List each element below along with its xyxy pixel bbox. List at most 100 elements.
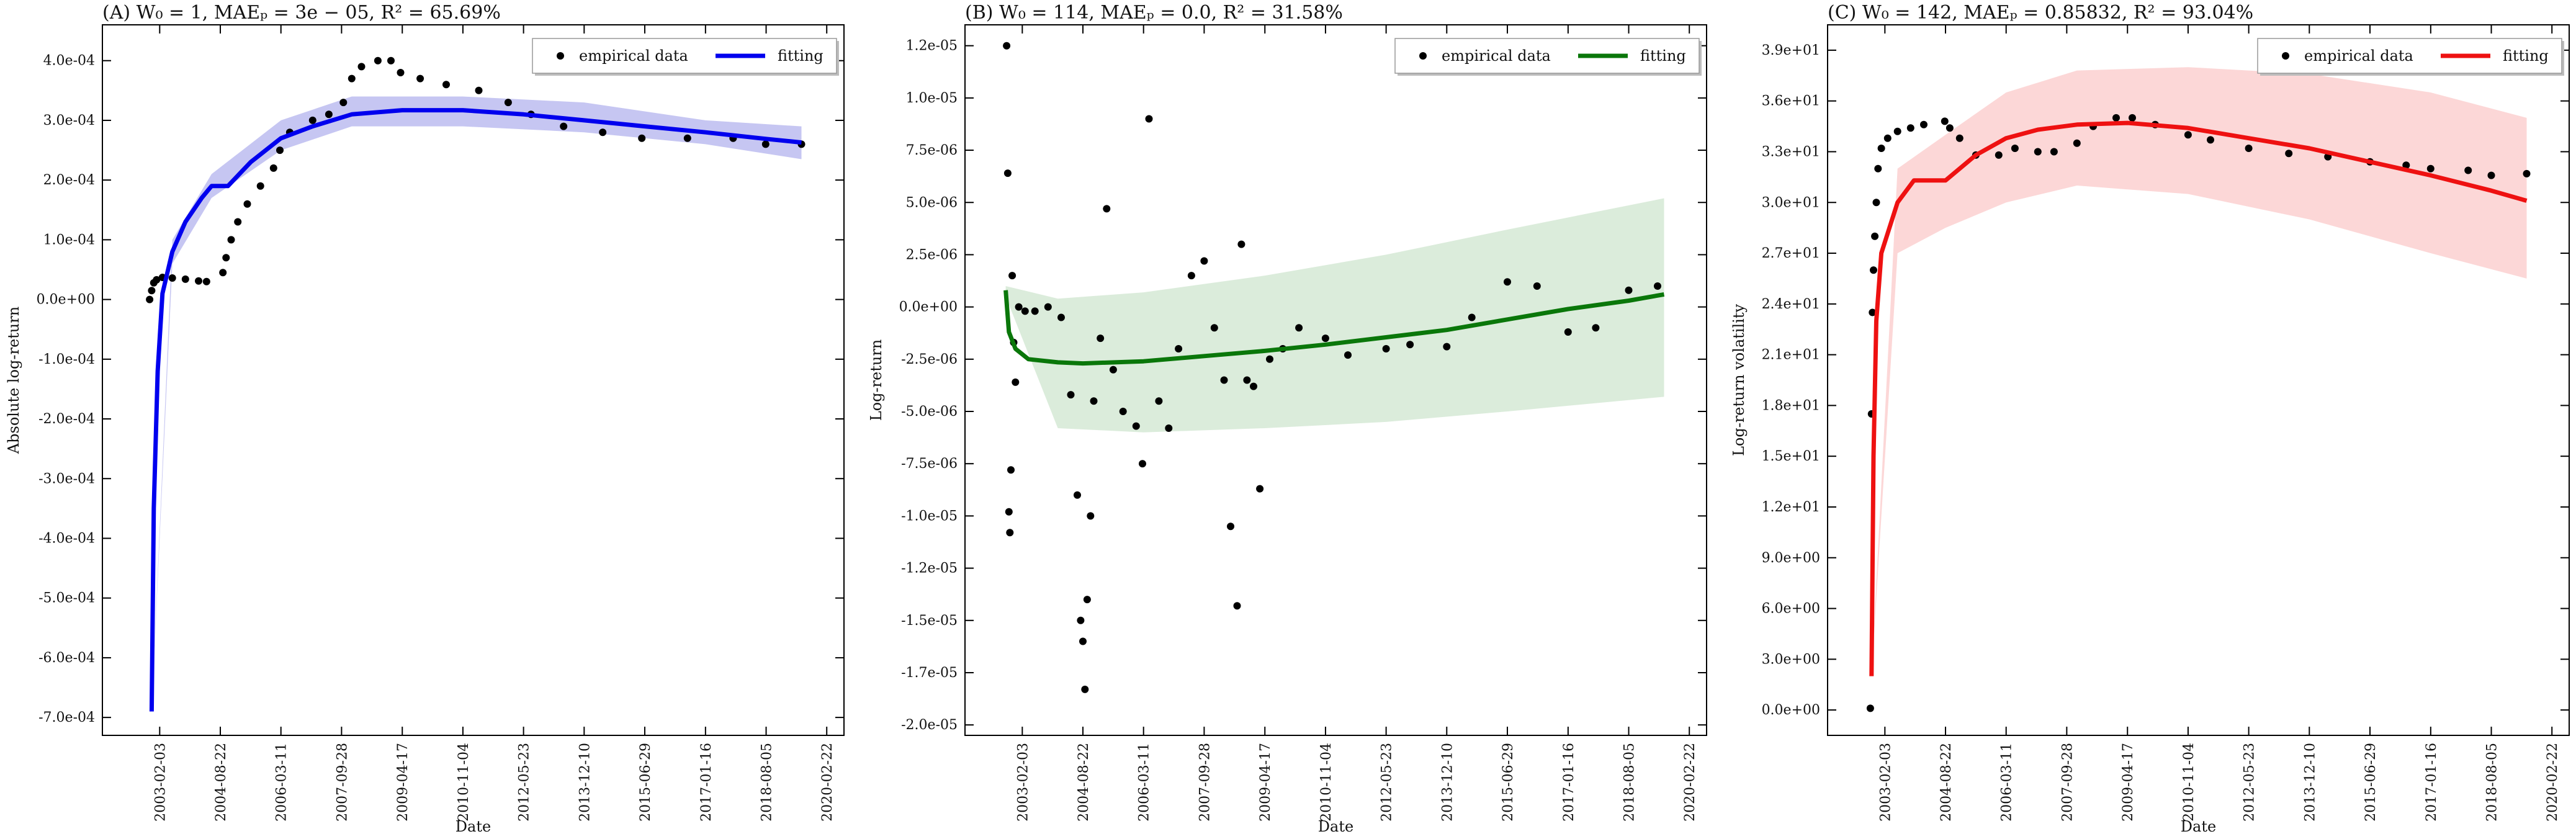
data-point — [276, 146, 284, 155]
fitting-line — [1869, 120, 2528, 676]
fitting-line — [1003, 290, 1665, 366]
y-tick-label: -5.0e-06 — [901, 404, 958, 420]
x-tick-label: 2004-08-22 — [1939, 743, 1954, 822]
x-tick-label: 2003-02-03 — [1878, 743, 1893, 822]
data-point — [1021, 307, 1029, 315]
confidence-band — [151, 96, 802, 712]
data-point — [2245, 145, 2253, 152]
data-point — [1592, 324, 1600, 332]
legend: empirical data fitting — [2257, 38, 2564, 76]
data-point — [202, 277, 210, 285]
data-point — [2285, 150, 2293, 158]
x-tick-label: 2004-08-22 — [1076, 743, 1092, 822]
data-point — [761, 140, 770, 148]
x-tick-label: 2007-09-28 — [334, 743, 350, 822]
x-tick-label: 2006-03-11 — [274, 743, 290, 822]
y-axis-label: Log-return volatility — [1730, 304, 1748, 457]
panel-title: (A) W₀ = 1, MAEₚ = 3e − 05, R² = 65.69% — [102, 2, 501, 24]
x-tick-label: 2012-05-23 — [517, 743, 532, 822]
x-tick-label: 2012-05-23 — [1380, 743, 1395, 822]
plot-frame — [964, 24, 1707, 736]
data-point — [1955, 134, 1963, 142]
data-point — [181, 275, 189, 283]
data-point — [2034, 148, 2042, 156]
data-point — [1003, 42, 1011, 50]
data-point — [1564, 328, 1572, 336]
data-point — [1870, 266, 1877, 274]
data-point — [2184, 131, 2192, 139]
data-point — [1266, 355, 1273, 363]
data-point — [1015, 303, 1023, 311]
data-point — [1906, 124, 1914, 132]
data-point — [1210, 324, 1218, 332]
data-point — [348, 74, 356, 83]
data-point — [1165, 424, 1173, 432]
x-tick-label: 2010-11-04 — [1319, 743, 1334, 822]
x-tick-label: 2017-01-16 — [1561, 743, 1577, 822]
data-point — [1087, 512, 1095, 520]
data-point — [1083, 596, 1091, 604]
data-point — [2464, 166, 2472, 174]
data-point — [243, 200, 251, 208]
data-point — [227, 236, 235, 244]
y-tick-label: 3.9e+01 — [1762, 43, 1820, 58]
data-point — [1003, 169, 1012, 177]
data-point — [1227, 523, 1234, 531]
y-tick-label: -7.0e-04 — [38, 710, 95, 725]
legend-label-empirical: empirical data — [2304, 47, 2413, 65]
data-point — [219, 269, 227, 277]
data-point — [1074, 491, 1081, 499]
x-axis-label: Date — [1318, 818, 1353, 835]
data-point — [416, 74, 424, 83]
data-point — [599, 128, 607, 137]
data-point — [2050, 148, 2058, 156]
legend-box — [2257, 38, 2562, 74]
x-tick-label: 2007-09-28 — [2060, 743, 2075, 822]
y-tick-label: 3.3e+01 — [1762, 144, 1820, 159]
data-point — [1031, 307, 1039, 315]
panel-a: -7.0e-04 -6.0e-04 -5.0e-04 -4.0e-04 -3.0e-04… — [5, 2, 845, 835]
data-point — [2426, 164, 2435, 173]
legend-marker-empirical — [1419, 52, 1427, 60]
data-point — [1654, 282, 1661, 290]
data-point — [2207, 136, 2214, 144]
legend-label-fitting: fitting — [778, 47, 824, 65]
data-point — [1008, 272, 1016, 280]
x-tick-label: 2017-01-16 — [2424, 743, 2439, 822]
data-point — [1233, 602, 1241, 610]
data-point — [1995, 151, 2003, 159]
data-point — [1468, 313, 1476, 321]
data-point — [1533, 282, 1541, 290]
data-point — [1625, 286, 1633, 294]
fitting-line — [149, 108, 802, 712]
y-tick-label: 3.0e+01 — [1762, 195, 1820, 210]
data-point — [638, 134, 646, 142]
data-point — [1007, 466, 1015, 474]
y-tick-label: 4.0e-04 — [43, 53, 95, 69]
data-point — [475, 86, 483, 94]
y-tick-label: -2.0e-04 — [38, 411, 95, 427]
data-point — [1187, 272, 1195, 280]
data-point — [148, 287, 156, 295]
legend-label-empirical: empirical data — [1442, 47, 1551, 65]
data-point — [1874, 164, 1882, 173]
data-point — [339, 99, 348, 107]
data-point — [1877, 145, 1885, 152]
y-tick-label: 1.2e-05 — [906, 38, 958, 54]
y-tick-label: 1.0e-04 — [43, 232, 95, 248]
y-tick-label: 1.0e-05 — [906, 91, 958, 106]
panel-b: -2.0e-05 -1.7e-05 -1.5e-05 -1.2e-05 -1.0e-05… — [868, 2, 1707, 835]
data-point — [1321, 334, 1329, 343]
data-point — [1145, 115, 1153, 123]
data-point — [1920, 120, 1928, 128]
data-point — [1295, 324, 1303, 332]
x-tick-label: 2013-12-10 — [1440, 743, 1455, 822]
data-point — [1941, 117, 1949, 125]
data-point — [1237, 240, 1245, 248]
x-tick-label: 2006-03-11 — [1999, 743, 2015, 822]
data-point — [1406, 341, 1414, 349]
data-point — [153, 276, 161, 284]
x-tick-label: 2003-02-03 — [153, 743, 168, 822]
data-point — [2073, 139, 2081, 147]
x-tick-label: 2012-05-23 — [2242, 743, 2258, 822]
